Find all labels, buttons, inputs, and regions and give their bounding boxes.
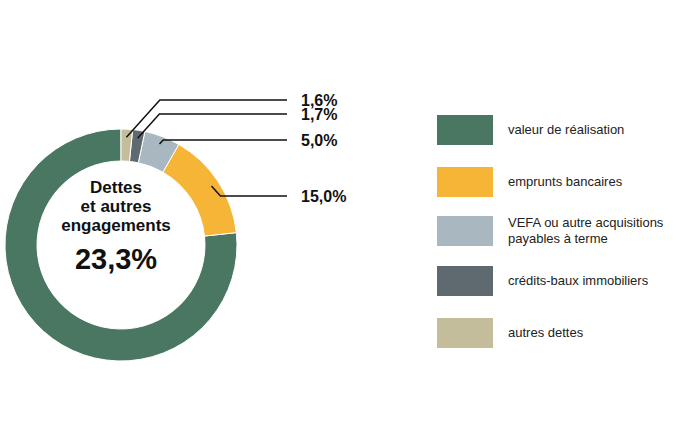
svg-text:1,6%: 1,6%: [301, 92, 337, 109]
html-text:crédits-baux immobiliers: crédits-baux immobiliers: [508, 273, 649, 288]
html-text:Dettes: Dettes: [90, 178, 142, 197]
html-text:autres dettes: autres dettes: [508, 325, 584, 340]
html-text:et autres: et autres: [80, 197, 152, 216]
svg-text:5,0%: 5,0%: [301, 132, 337, 149]
html-text:valeur de réalisation: valeur de réalisation: [508, 122, 625, 137]
svg-text:1,7%: 1,7%: [301, 105, 338, 123]
svg-text:15,0%: 15,0%: [301, 188, 346, 205]
html-text:23,3%: 23,3%: [74, 243, 158, 275]
html-text:engagements: engagements: [61, 216, 171, 235]
html-text:VEFA ou autre acquisitions pay: VEFA ou autre acquisitions payables à te…: [508, 215, 664, 246]
html-text:emprunts bancaires: emprunts bancaires: [508, 174, 623, 189]
